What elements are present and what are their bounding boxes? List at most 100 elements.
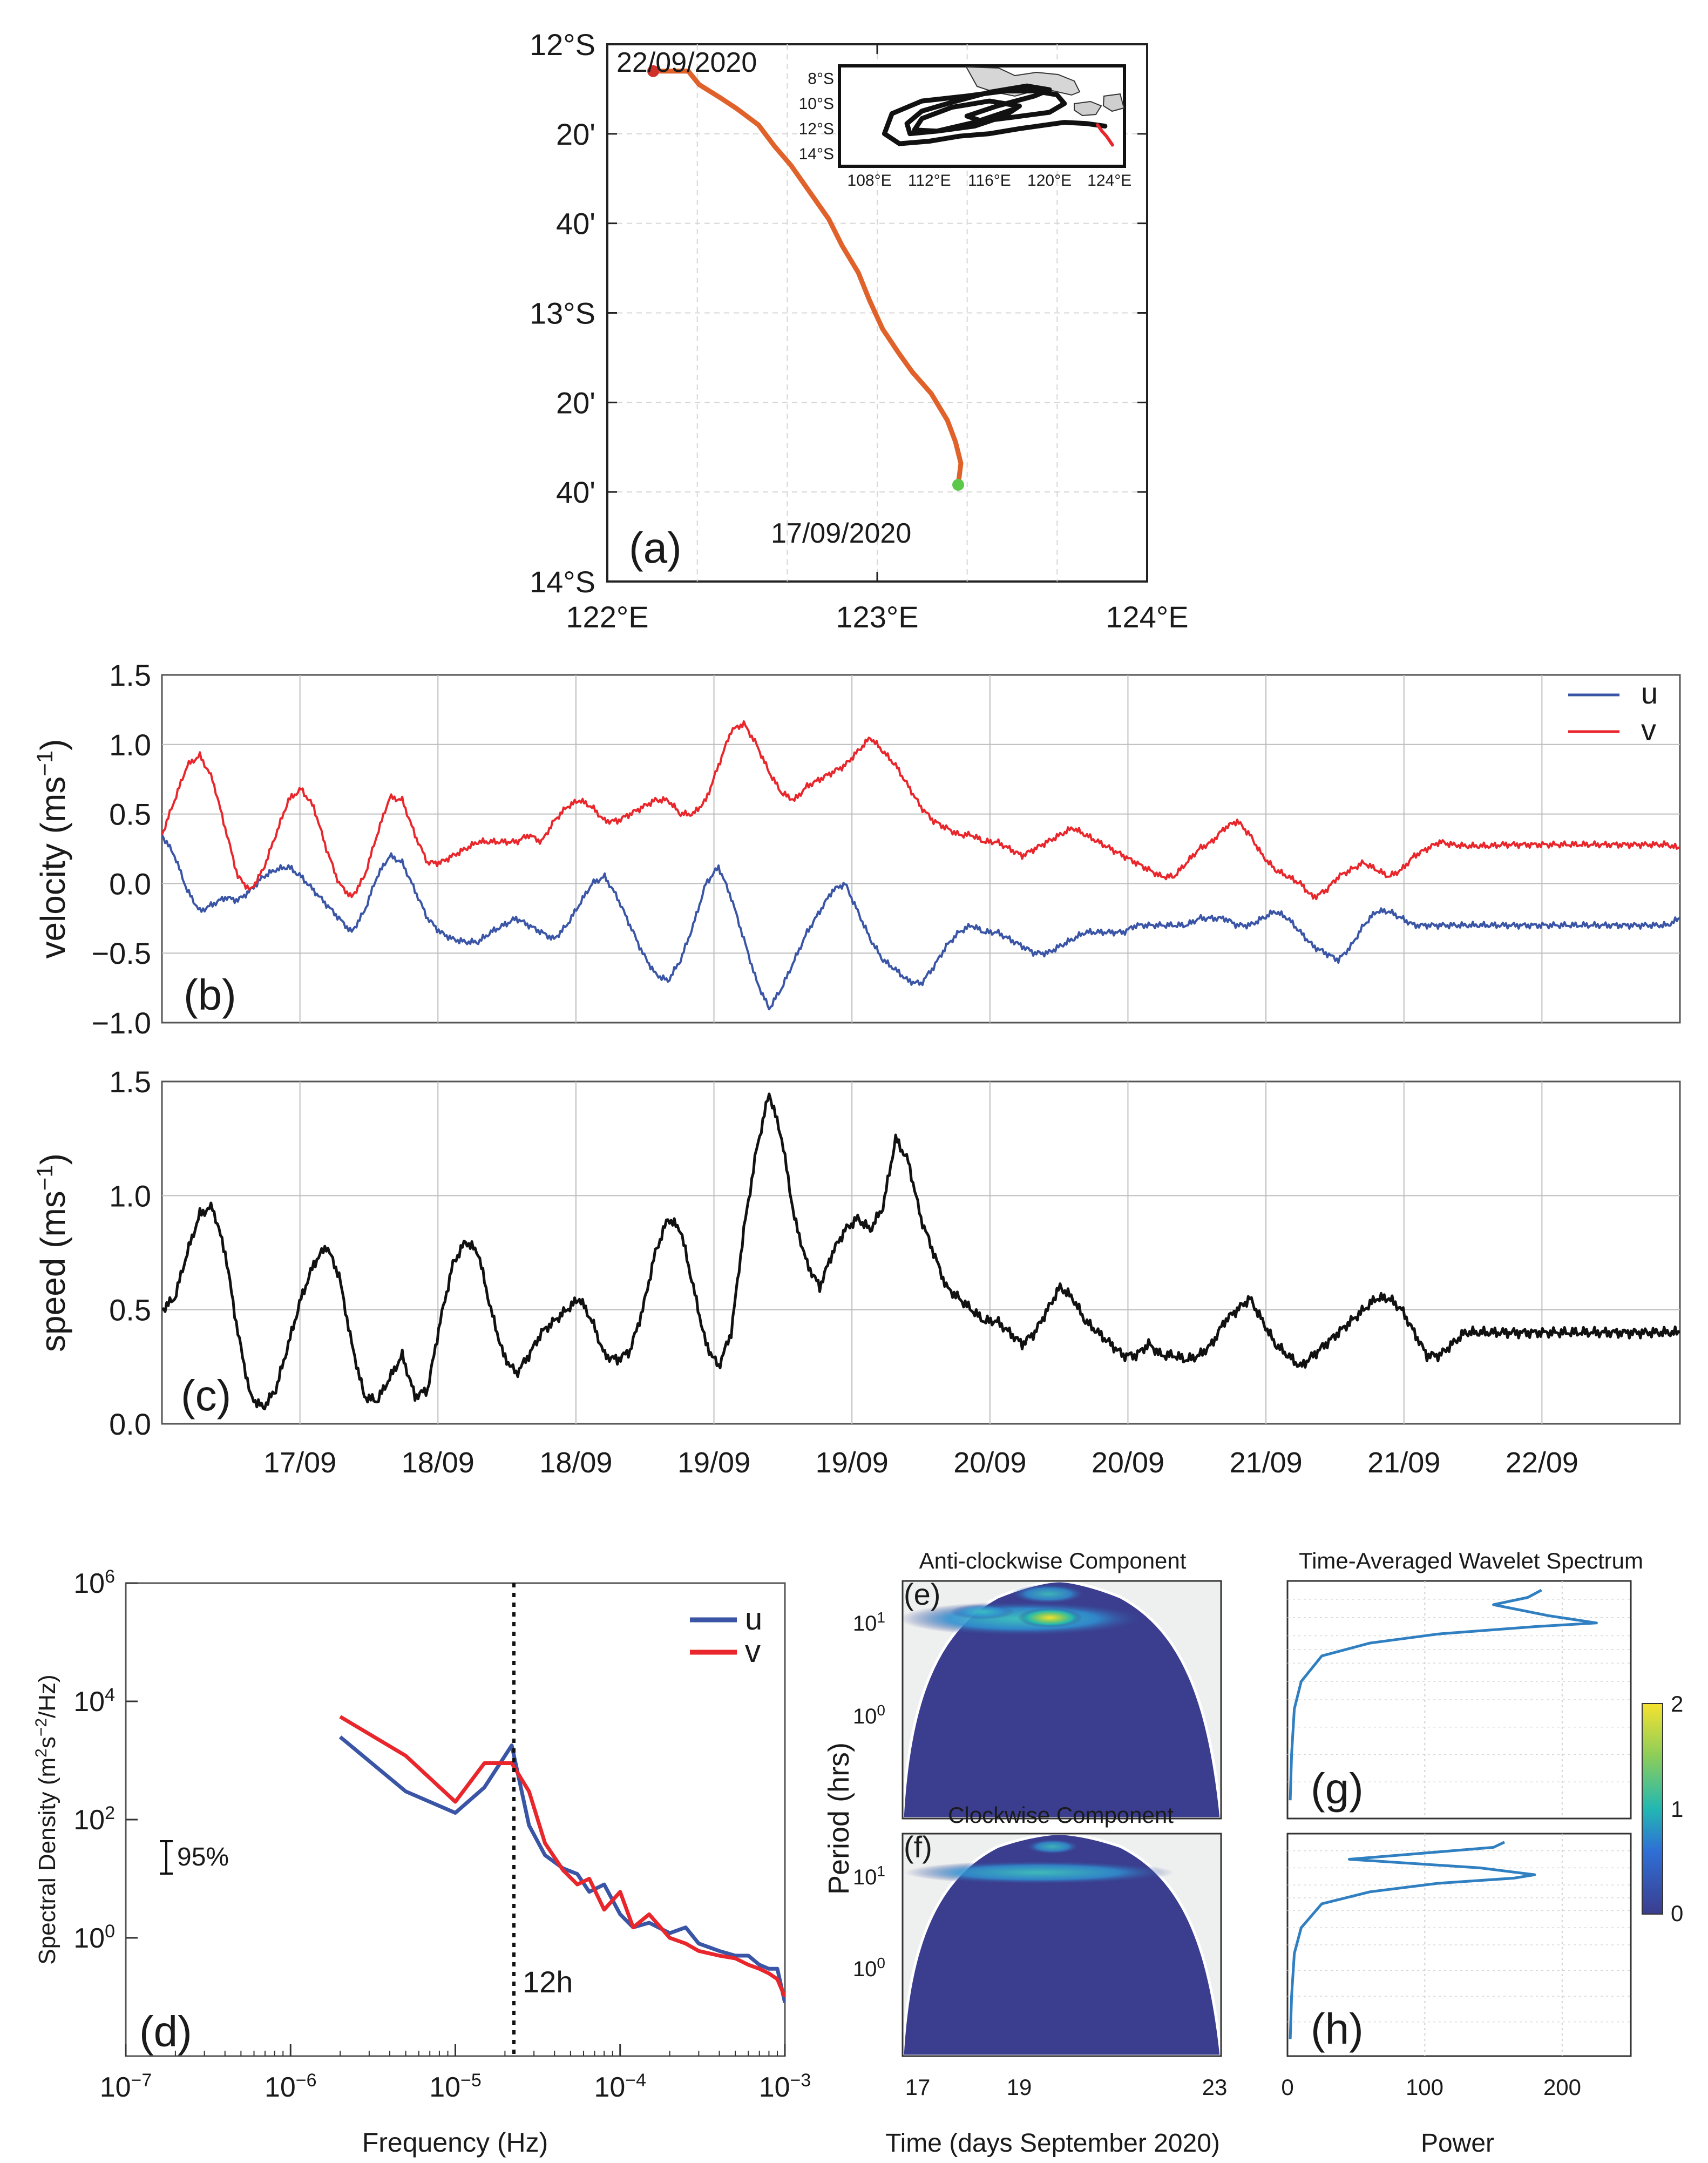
panel-a-xtick: 123°E — [836, 600, 918, 634]
date-tick: 17/09 — [263, 1446, 336, 1479]
panel-d-confidence-bar: 95% — [160, 1840, 229, 1875]
inset-xtick: 116°E — [968, 172, 1011, 190]
inset-ytick: 8°S — [808, 70, 834, 87]
panel-a-track — [647, 65, 964, 491]
date-tick: 22/09 — [1506, 1446, 1578, 1479]
panel-f-xticks: 17 19 23 — [905, 2074, 1228, 2100]
series-speed-line — [162, 1092, 1680, 1410]
spec-line — [1289, 1589, 1598, 1801]
panel-h-xtick-100: 100 — [1406, 2074, 1443, 2100]
panel-h-avg-spectrum-clockwise: (h) 0 100 200 Power — [1281, 1833, 1632, 2158]
inset-ytick: 10°S — [799, 95, 834, 113]
panel-c-ylabel: speed (ms−1) — [32, 1153, 73, 1352]
ytick-label: 1.5 — [109, 658, 151, 692]
panel-f-xtick-17: 17 — [905, 2074, 931, 2100]
panel-b-velocity: 1.5 1.0 0.5 0.0 −0.5 −1.0 velocity (ms−1) u v… — [32, 658, 1681, 1040]
panel-a-end-date: 22/09/2020 — [616, 47, 757, 78]
inset-xtick: 108°E — [848, 172, 892, 190]
panel-d-xtick: 10−6 — [265, 2070, 317, 2103]
panel-b-legend: u v — [1568, 676, 1658, 747]
panel-a-track-line — [650, 69, 964, 488]
wavelet-colorbar: 2 1 0 — [1642, 1691, 1683, 1926]
panel-f-xtick-19: 19 — [1007, 2074, 1032, 2100]
ytick-label: −0.5 — [91, 936, 151, 970]
panel-c-grid — [162, 1082, 1680, 1424]
inset-drifter-line — [882, 83, 1108, 146]
panel-d-ylabel: Spectral Density (m2s−2/Hz) — [32, 1674, 61, 1964]
panel-d-series — [338, 1715, 785, 2003]
wavelet-ylabel: Period (hrs) — [823, 1742, 855, 1895]
panel-g-grid — [1287, 1581, 1631, 1819]
panel-h-xtick-0: 0 — [1281, 2074, 1293, 2100]
panel-d-xtick: 10−7 — [100, 2070, 152, 2103]
panel-b-grid — [162, 675, 1680, 1023]
ytick-label: 0.0 — [109, 867, 151, 901]
spec-line — [1289, 1841, 1536, 2039]
panel-a-label: (a) — [629, 524, 682, 572]
panel-f-label: (f) — [904, 1830, 932, 1864]
panel-d-xtick: 10−3 — [759, 2070, 811, 2103]
panel-d-ytick: 102 — [73, 1803, 115, 1836]
panel-c-series — [162, 1092, 1680, 1410]
panel-b-ylabel: velocity (ms−1) — [32, 739, 73, 958]
inset-ytick: 12°S — [799, 120, 834, 138]
panel-a-inset-map: 8°S 10°S 12°S 14°S 108°E 112°E 116°E 120°E 124°E — [799, 64, 1132, 190]
panel-d-xtick: 10−5 — [429, 2070, 482, 2103]
ytick-label: 1.0 — [109, 728, 151, 762]
panel-a-end-marker — [647, 65, 659, 77]
panel-e-power-hotspots — [903, 1584, 1147, 1636]
date-tick: 21/09 — [1367, 1446, 1440, 1479]
legend-d-u-label: u — [745, 1601, 762, 1637]
date-tick: 19/09 — [677, 1446, 750, 1479]
panel-h-xticks: 0 100 200 — [1281, 2074, 1581, 2100]
panel-a-ytick: 20' — [556, 117, 595, 151]
panel-e-ytick-10: 101 — [853, 1609, 885, 1636]
panel-d-ticks: 10−7 10−6 10−5 10−4 10−3 106 104 102 100 — [73, 1566, 811, 2103]
panel-d-frame — [125, 1582, 786, 2057]
series-u-line — [162, 834, 1680, 1011]
panel-h-grid — [1287, 1834, 1631, 2056]
panel-d-xlabel: Frequency (Hz) — [362, 2127, 548, 2158]
legend-u-label: u — [1641, 676, 1658, 710]
inset-ytick: 14°S — [799, 145, 834, 163]
panel-h-xlabel: Power — [1421, 2129, 1494, 2158]
ytick-label: 0.5 — [109, 797, 151, 832]
panel-f-hotspot-band — [904, 1861, 1174, 1884]
date-tick: 20/09 — [953, 1446, 1026, 1479]
panel-c-date-ticks: 17/09 18/09 18/09 19/09 19/09 20/09 20/09 21/09… — [263, 1446, 1578, 1479]
panel-e-hotspot-peak — [1018, 1608, 1082, 1627]
date-tick: 21/09 — [1230, 1446, 1303, 1479]
colorbar-tick-2: 2 — [1671, 1691, 1683, 1716]
ytick-label: 0.0 — [109, 1407, 151, 1441]
panel-e-title: Anti-clockwise Component — [919, 1548, 1187, 1573]
panel-e-yticks: 101 100 — [853, 1609, 885, 1729]
panel-b-frame — [161, 674, 1681, 1024]
panel-a-ytick: 13°S — [530, 296, 595, 330]
panel-f-xtick-23: 23 — [1202, 2074, 1228, 2100]
panel-a-ytick: 40' — [556, 207, 595, 241]
colorbar-tick-0: 0 — [1671, 1901, 1683, 1926]
panel-f-title: Clockwise Component — [948, 1802, 1174, 1828]
legend-v-label: v — [1641, 713, 1656, 747]
panel-e-label: (e) — [904, 1577, 940, 1611]
ytick-label: 1.5 — [109, 1065, 151, 1099]
panel-g-title: Time-Averaged Wavelet Spectrum — [1299, 1548, 1643, 1573]
inset-ticks: 8°S 10°S 12°S 14°S 108°E 112°E 116°E 120°E 124°E — [799, 70, 1132, 190]
panel-d-ytick: 100 — [73, 1921, 115, 1954]
panel-f-ytick-1: 100 — [853, 1955, 885, 1982]
panel-a-ytick: 20' — [556, 386, 595, 420]
panel-d-12h-label: 12h — [523, 1965, 573, 1999]
date-tick: 20/09 — [1092, 1446, 1164, 1479]
date-tick: 18/09 — [402, 1446, 475, 1479]
panel-f-ytick-10: 101 — [853, 1863, 885, 1890]
panel-e-anticlockwise-wavelet: Anti-clockwise Component (e) 101 100 — [853, 1548, 1222, 1820]
ytick-label: 0.5 — [109, 1293, 151, 1327]
panel-e-hotspot-upper — [1011, 1584, 1086, 1604]
panel-h-series — [1289, 1841, 1536, 2039]
ytick-label: 1.0 — [109, 1179, 151, 1213]
panel-g-series — [1289, 1589, 1598, 1801]
panel-e-hotspot-left — [950, 1604, 1015, 1619]
legend-d-v-label: v — [745, 1634, 761, 1669]
panel-c-frame — [161, 1080, 1681, 1425]
